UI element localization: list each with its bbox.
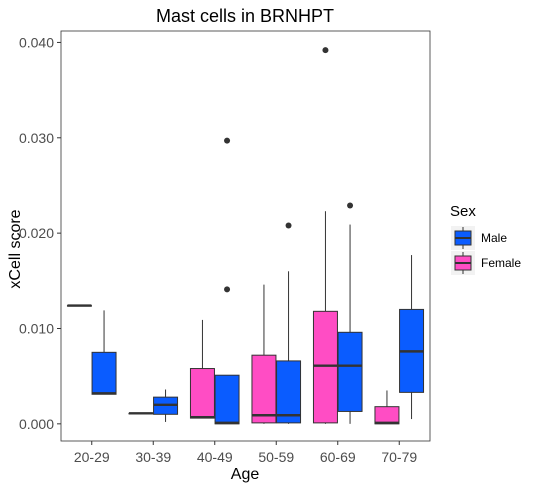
box-male-50-59 [276,222,302,424]
box-female-50-59 [251,284,277,424]
y-axis: 0.000 0.010 0.020 0.030 0.040 [19,34,61,432]
box-female-60-69 [312,47,338,424]
legend-label: Male [481,231,507,245]
x-tick-label: 20-29 [74,449,110,465]
outlier-point [347,202,354,209]
boxes-layer [66,47,425,425]
x-tick-label: 30-39 [135,449,171,465]
x-tick-label: 70-79 [381,449,417,465]
outlier-point [224,137,231,144]
box-female-20-29 [66,304,92,307]
box-body [251,354,277,424]
y-tick-label: 0.020 [19,225,54,241]
x-axis: 20-29 30-39 40-49 50-59 60-69 70-79 [74,441,417,465]
box-body [374,406,400,425]
box-body [189,368,215,419]
box-body [312,310,338,424]
box-male-30-39 [153,389,179,422]
x-tick-label: 50-59 [258,449,294,465]
box-female-30-39 [128,412,154,415]
x-axis-title: Age [231,466,260,483]
y-axis-title: xCell score [7,209,24,288]
box-female-40-49 [189,319,215,419]
box-female-70-79 [374,390,400,425]
box-body [214,374,240,425]
plot-panel [60,30,431,442]
outlier-point [285,222,292,229]
box-body [276,360,302,424]
box-male-40-49 [214,137,240,425]
x-tick-label: 40-49 [197,449,233,465]
box-male-70-79 [399,255,425,420]
legend-title: Sex [450,203,476,220]
legend-label: Female [481,256,521,270]
chart-title: Mast cells in BRNHPT [156,6,334,26]
y-tick-label: 0.010 [19,320,54,336]
y-tick-label: 0.030 [19,130,54,146]
box-male-20-29 [91,310,117,395]
outlier-point [322,47,329,54]
x-tick-label: 60-69 [320,449,356,465]
legend: Sex Male Female [450,203,521,275]
y-tick-label: 0.040 [19,34,54,50]
box-body [337,331,363,412]
box-male-60-69 [337,202,363,424]
y-tick-label: 0.000 [19,416,54,432]
box-body [91,351,117,395]
outlier-point [224,286,231,293]
